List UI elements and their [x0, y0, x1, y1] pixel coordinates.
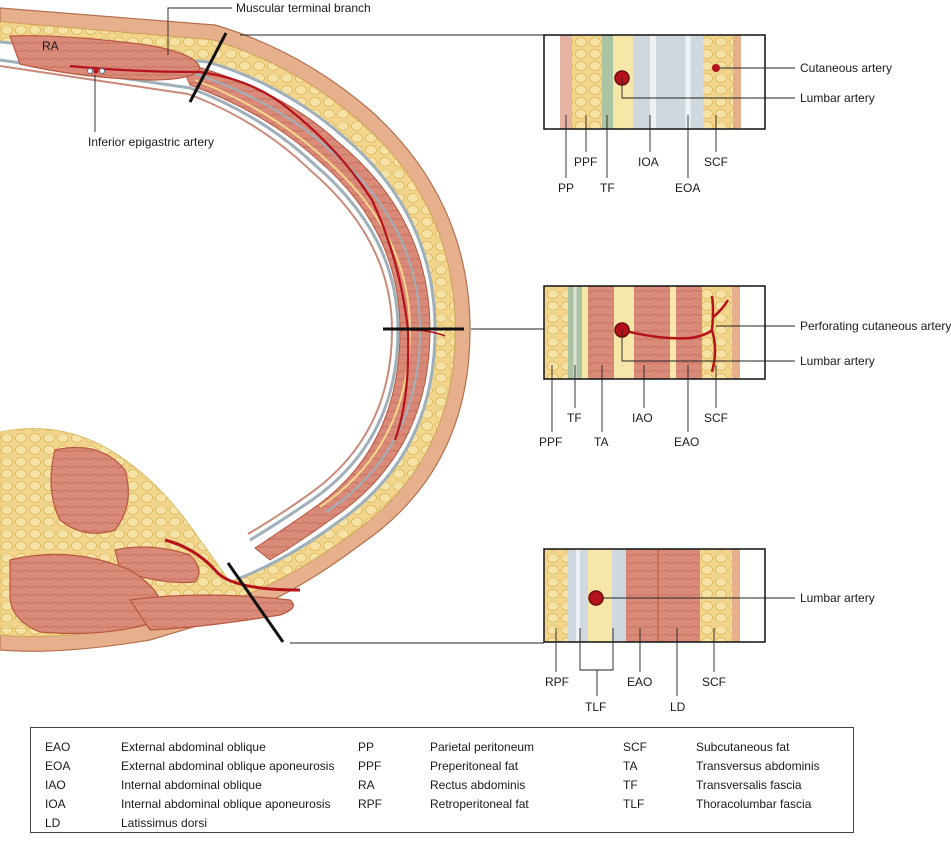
- panel-middle: Perforating cutaneous artery Lumbar arte…: [539, 285, 951, 449]
- legend-abbr: SCF: [623, 740, 647, 754]
- legend-term: Transversus abdominis: [696, 759, 820, 773]
- rectus-abdominis: [9, 35, 201, 81]
- section-line-bottom: [226, 562, 285, 643]
- abdominal-wall-section: [0, 7, 544, 652]
- perforating-cutaneous-artery-label: Perforating cutaneous artery: [800, 319, 951, 333]
- layer-label-scf: SCF: [704, 155, 728, 169]
- legend-term: Rectus abdominis: [430, 778, 526, 792]
- layer-label-ppf: PPF: [574, 155, 597, 169]
- layer-label-ld: LD: [670, 700, 686, 714]
- lumbar-artery-label-top: Lumbar artery: [800, 91, 875, 105]
- legend-abbr: IAO: [45, 778, 66, 792]
- legend-term: Retroperitoneal fat: [430, 797, 529, 811]
- panel-bottom: Lumbar artery RPF TLF EAO LD SCF: [543, 548, 875, 714]
- layer-label-scf-bot: SCF: [702, 675, 726, 689]
- section-line-top: [188, 32, 228, 103]
- legend-abbr: LD: [45, 816, 61, 830]
- layer-label-ta: TA: [594, 435, 608, 449]
- legend-term: Internal abdominal oblique: [121, 778, 262, 792]
- layer-label-scf-mid: SCF: [704, 411, 728, 425]
- legend-abbr: PP: [358, 740, 375, 754]
- legend-abbr: TA: [623, 759, 638, 773]
- layer-label-tf: TF: [600, 181, 615, 195]
- legend-abbr: EAO: [45, 740, 71, 754]
- muscular-terminal-branch-label: Muscular terminal branch: [236, 1, 371, 15]
- ra-label: RA: [42, 39, 59, 53]
- legend-term: Preperitoneal fat: [430, 759, 519, 773]
- layer-label-iao: IAO: [632, 411, 653, 425]
- legend-term: Latissimus dorsi: [121, 816, 208, 830]
- legend-term: Parietal peritoneum: [430, 740, 535, 754]
- legend-abbr: RA: [358, 778, 375, 792]
- legend-abbr: TLF: [623, 797, 645, 811]
- legend-term: Subcutaneous fat: [696, 740, 790, 754]
- layer-label-tf-mid: TF: [567, 411, 582, 425]
- legend-abbr: RPF: [358, 797, 382, 811]
- legend-abbr: EOA: [45, 759, 71, 773]
- inferior-epigastric-artery-label: Inferior epigastric artery: [88, 135, 214, 149]
- layer-label-eao-bot: EAO: [627, 675, 652, 689]
- legend-term: Internal abdominal oblique aponeurosis: [121, 797, 331, 811]
- layer-label-ppf-mid: PPF: [539, 435, 562, 449]
- lumbar-artery-label-bottom: Lumbar artery: [800, 591, 875, 605]
- layer-label-rpf: RPF: [545, 675, 569, 689]
- layer-label-eao-mid: EAO: [674, 435, 699, 449]
- layer-label-eoa: EOA: [675, 181, 700, 195]
- legend-abbr: IOA: [45, 797, 66, 811]
- lumbar-artery-label-middle: Lumbar artery: [800, 354, 875, 368]
- legend-term: Thoracolumbar fascia: [696, 797, 812, 811]
- layer-label-pp: PP: [558, 181, 574, 195]
- layer-label-tlf: TLF: [585, 700, 606, 714]
- legend: EAO External abdominal oblique EOA Exter…: [30, 727, 854, 833]
- legend-term: External abdominal oblique aponeurosis: [121, 759, 335, 773]
- legend-abbr: TF: [623, 778, 638, 792]
- cutaneous-artery-label: Cutaneous artery: [800, 61, 892, 75]
- legend-term: Transversalis fascia: [696, 778, 802, 792]
- panel-top: Cutaneous artery Lumbar artery PP PPF TF…: [543, 34, 892, 195]
- legend-term: External abdominal oblique: [121, 740, 266, 754]
- layer-label-ioa: IOA: [638, 155, 659, 169]
- legend-abbr: PPF: [358, 759, 382, 773]
